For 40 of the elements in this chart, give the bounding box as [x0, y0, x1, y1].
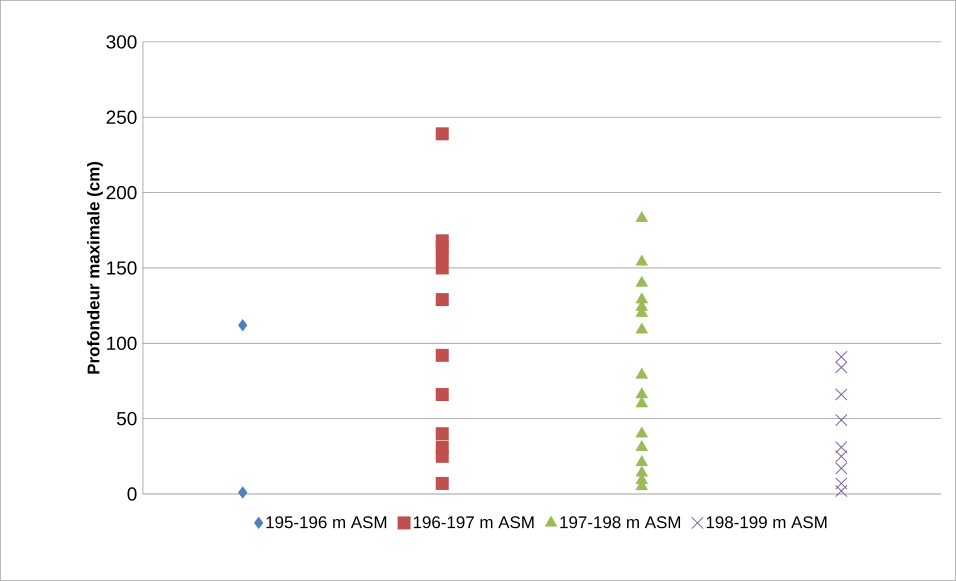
point	[636, 254, 648, 266]
point	[436, 249, 449, 262]
point	[835, 388, 848, 401]
point	[238, 486, 248, 499]
point	[436, 348, 449, 362]
y-tick-label: 150	[107, 261, 137, 275]
y-axis-title: Profondeur maximale (cm)	[87, 162, 103, 374]
point	[835, 462, 848, 474]
point	[636, 455, 648, 466]
point	[238, 319, 248, 332]
point	[436, 388, 449, 402]
y-tick-label: 100	[107, 336, 137, 350]
legend-label: 195-196 m ASM	[266, 516, 386, 528]
legend-label: 196-197 m ASM	[414, 516, 534, 528]
point	[835, 361, 848, 374]
y-tick-label: 200	[106, 186, 137, 200]
y-tick-label: 300	[106, 35, 137, 49]
point	[436, 261, 449, 274]
point	[835, 450, 848, 462]
point	[835, 350, 848, 363]
point	[636, 426, 648, 438]
y-tick-label: 0	[128, 487, 137, 501]
point	[636, 368, 648, 379]
legend-label: 198-199 m ASM	[706, 516, 826, 528]
y-tick-label: 250	[106, 110, 137, 124]
point	[636, 211, 648, 222]
point	[835, 441, 848, 454]
point	[436, 450, 449, 463]
point	[835, 414, 848, 426]
point	[436, 476, 449, 490]
point	[835, 485, 848, 498]
point	[636, 440, 648, 452]
legend-label: 197-198 m ASM	[560, 516, 680, 528]
point	[436, 127, 449, 140]
point	[636, 322, 648, 334]
point	[636, 276, 648, 287]
point	[636, 387, 648, 398]
point	[436, 293, 449, 306]
point	[436, 427, 449, 440]
y-tick-label: 50	[116, 412, 137, 426]
